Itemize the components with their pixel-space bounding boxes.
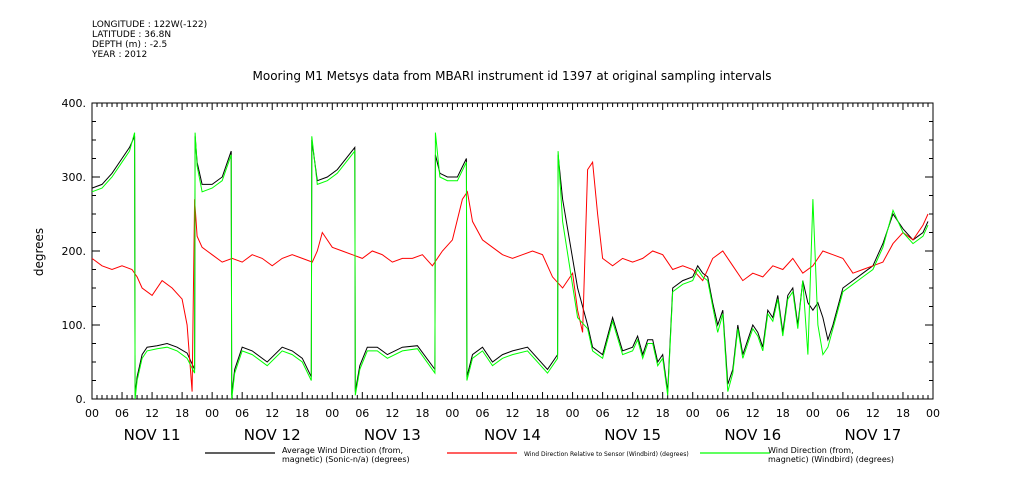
x-tick-label: 00 [566, 407, 580, 420]
x-tick-label: 12 [385, 407, 399, 420]
legend-label: Wind Direction (from, [768, 446, 854, 455]
x-tick-label: 12 [506, 407, 520, 420]
x-tick-label: 18 [295, 407, 309, 420]
series-line-3 [91, 132, 929, 400]
day-label: NOV 15 [604, 426, 661, 444]
day-label: NOV 16 [724, 426, 781, 444]
x-tick-label: 18 [536, 407, 550, 420]
x-tick-label: 18 [656, 407, 670, 420]
x-tick-label: 00 [205, 407, 219, 420]
x-tick-label: 18 [776, 407, 790, 420]
y-axis-label: degrees [32, 228, 46, 276]
chart-title: Mooring M1 Metsys data from MBARI instru… [253, 69, 772, 83]
legend-label: Wind Direction Relative to Sensor (Windb… [524, 451, 689, 458]
x-tick-label: 06 [475, 407, 489, 420]
x-tick-label: 12 [265, 407, 279, 420]
x-tick-label: 00 [926, 407, 940, 420]
y-tick-label: 0. [76, 393, 87, 406]
y-tick-label: 100. [62, 319, 87, 332]
x-tick-label: 06 [836, 407, 850, 420]
x-tick-label: 00 [686, 407, 700, 420]
x-tick-label: 00 [85, 407, 99, 420]
x-tick-label: 18 [896, 407, 910, 420]
meta-longitude: LONGITUDE : 122W(-122) [92, 20, 208, 30]
x-tick-label: 00 [445, 407, 459, 420]
day-label: NOV 13 [364, 426, 421, 444]
x-tick-label: 06 [355, 407, 369, 420]
x-tick-label: 00 [325, 407, 339, 420]
x-tick-label: 06 [235, 407, 249, 420]
meta-year: YEAR : 2012 [92, 50, 148, 60]
x-tick-label: 06 [115, 407, 129, 420]
axes: 00 06 12 18 00 06 12 18 00 06 12 18 00 06 12 18 00 06 12 18… [62, 97, 941, 444]
day-label: NOV 17 [844, 426, 901, 444]
day-label: NOV 11 [124, 426, 181, 444]
x-tick-label: 06 [596, 407, 610, 420]
x-tick-label: 00 [806, 407, 820, 420]
y-tick-label: 300. [62, 171, 87, 184]
series-line-1 [91, 136, 929, 396]
legend-label: magnetic) (Windbird) (degrees) [768, 455, 894, 464]
metadata-block: LONGITUDE : 122W(-122) LATITUDE : 36.8N … [92, 20, 207, 60]
x-tick-label: 12 [145, 407, 159, 420]
x-tick-label: 12 [626, 407, 640, 420]
x-tick-label: 12 [746, 407, 760, 420]
meta-latitude: LATITUDE : 36.8N [92, 30, 172, 40]
x-tick-label: 18 [175, 407, 189, 420]
day-label: NOV 12 [244, 426, 301, 444]
x-tick-label: 06 [716, 407, 730, 420]
legend: Average Wind Direction (from,magnetic) (… [205, 446, 894, 464]
series-layer [91, 132, 929, 400]
y-tick-label: 400. [62, 97, 87, 110]
legend-label: magnetic) (Sonic-n/a) (degrees) [282, 455, 410, 464]
series-line-2 [91, 160, 929, 392]
legend-label: Average Wind Direction (from, [282, 446, 403, 455]
y-tick-label: 200. [62, 245, 87, 258]
meta-depth: DEPTH (m) : -2.5 [92, 40, 168, 50]
day-label: NOV 14 [484, 426, 541, 444]
x-tick-label: 18 [415, 407, 429, 420]
x-tick-label: 12 [866, 407, 880, 420]
